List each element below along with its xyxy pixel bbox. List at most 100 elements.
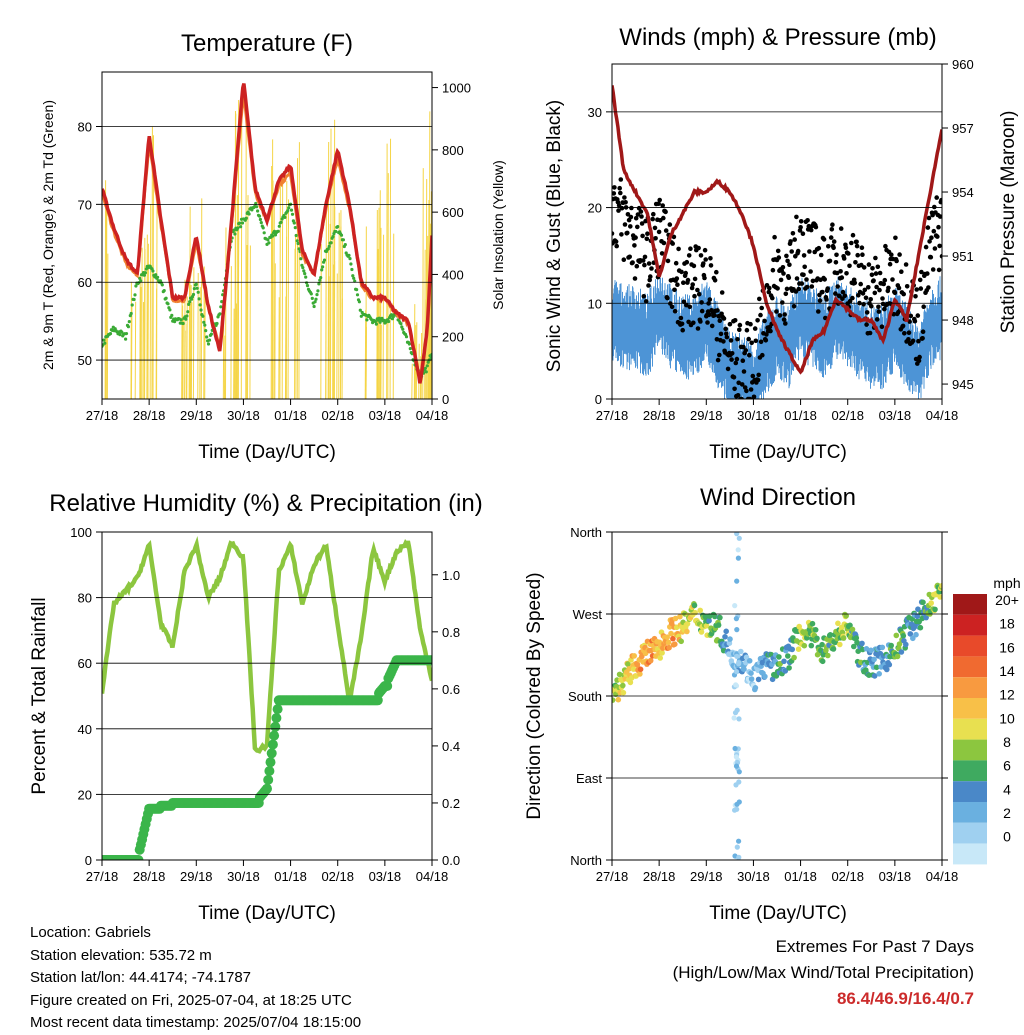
gust-point: [876, 305, 881, 310]
dewpoint-point: [193, 287, 196, 290]
gust-point: [699, 253, 704, 258]
humidity-ytick-right-label: 0.2: [442, 796, 460, 811]
gust-point: [888, 262, 893, 267]
direction-point: [913, 632, 919, 638]
gust-point: [625, 231, 630, 236]
gust-point: [839, 226, 844, 231]
dewpoint-point: [197, 291, 200, 294]
gust-point: [628, 224, 633, 229]
dewpoint-point: [365, 318, 368, 321]
dewpoint-point: [185, 314, 188, 317]
direction-point: [692, 610, 698, 616]
dewpoint-point: [316, 289, 319, 292]
dewpoint-point: [358, 300, 361, 303]
legend-color-box: [953, 823, 987, 844]
direction-ylabel-left: Direction (Colored By Speed): [524, 572, 545, 819]
direction-point: [717, 615, 723, 621]
gust-point: [661, 216, 666, 221]
dewpoint-point: [154, 273, 157, 276]
precip-point: [263, 775, 273, 785]
gust-point: [838, 269, 843, 274]
speed-legend-title: mph: [993, 575, 1020, 591]
gust-point: [726, 367, 731, 372]
dewpoint-point: [320, 268, 323, 271]
temperature-xtick-label: 29/18: [180, 408, 213, 423]
gust-point: [894, 259, 899, 264]
gust-point: [801, 273, 806, 278]
gust-point: [781, 271, 786, 276]
direction-point: [837, 642, 843, 648]
gust-point: [633, 235, 638, 240]
gust-point: [779, 278, 784, 283]
gust-point: [635, 225, 640, 230]
direction-point: [831, 646, 837, 652]
dewpoint-point: [303, 272, 306, 275]
dewpoint-point: [127, 325, 130, 328]
gust-point: [924, 245, 929, 250]
extremes-values: 86.4/46.9/16.4/0.7: [673, 986, 974, 1012]
direction-point: [638, 667, 644, 673]
gust-point: [931, 267, 936, 272]
gust-point: [696, 246, 701, 251]
direction-point: [735, 708, 740, 713]
gust-point: [858, 282, 863, 287]
direction-point: [616, 697, 622, 703]
gust-point: [797, 287, 802, 292]
precip-series: [97, 655, 437, 865]
precip-point: [270, 722, 280, 732]
gust-point: [705, 320, 710, 325]
gust-point: [877, 288, 882, 293]
legend-label: 10: [999, 710, 1015, 726]
precip-point: [266, 757, 276, 767]
direction-point: [736, 556, 741, 561]
dewpoint-point: [168, 308, 171, 311]
direction-point: [785, 653, 791, 659]
winds-xtick-label: 27/18: [596, 408, 629, 423]
temperature-xtick-label: 02/18: [321, 408, 354, 423]
direction-xtick-label: 28/18: [643, 869, 676, 884]
direction-xtick-label: 02/18: [831, 869, 864, 884]
winds-ytick-label: 0: [595, 392, 602, 407]
direction-point: [932, 607, 938, 613]
direction-point: [809, 643, 815, 649]
gust-point: [843, 294, 848, 299]
gust-point: [780, 300, 785, 305]
gust-point: [902, 331, 907, 336]
gust-point: [732, 387, 737, 392]
direction-point: [678, 639, 684, 645]
gust-point: [666, 259, 671, 264]
dewpoint-point: [313, 305, 316, 308]
gust-point: [937, 244, 942, 249]
temperature-ytick-label: 60: [78, 275, 92, 290]
gust-point: [877, 309, 882, 314]
direction-point: [631, 653, 637, 659]
temperature-ytick-label: 70: [78, 197, 92, 212]
gust-point: [775, 286, 780, 291]
direction-point: [672, 641, 678, 647]
direction-point: [871, 657, 877, 663]
gust-point: [782, 317, 787, 322]
temperature-xtick-label: 01/18: [274, 408, 307, 423]
dewpoint-point: [336, 225, 339, 228]
gust-point: [867, 262, 872, 267]
gust-point: [871, 278, 876, 283]
gust-point: [832, 239, 837, 244]
gust-point: [737, 328, 742, 333]
gust-point: [868, 297, 873, 302]
gust-point: [860, 245, 865, 250]
gust-point: [844, 245, 849, 250]
gust-point: [818, 298, 823, 303]
gust-point: [753, 326, 758, 331]
direction-point: [668, 631, 674, 637]
gust-point: [639, 209, 644, 214]
dewpoint-point: [144, 271, 147, 274]
gust-point: [627, 254, 632, 259]
dewpoint-point: [328, 245, 331, 248]
gust-point: [918, 278, 923, 283]
gust-point: [860, 252, 865, 257]
dewpoint-point: [130, 312, 133, 315]
temperature-ytick-right-label: 200: [442, 330, 464, 345]
gust-point: [834, 253, 839, 258]
temperature-plot-frame: [102, 72, 432, 399]
